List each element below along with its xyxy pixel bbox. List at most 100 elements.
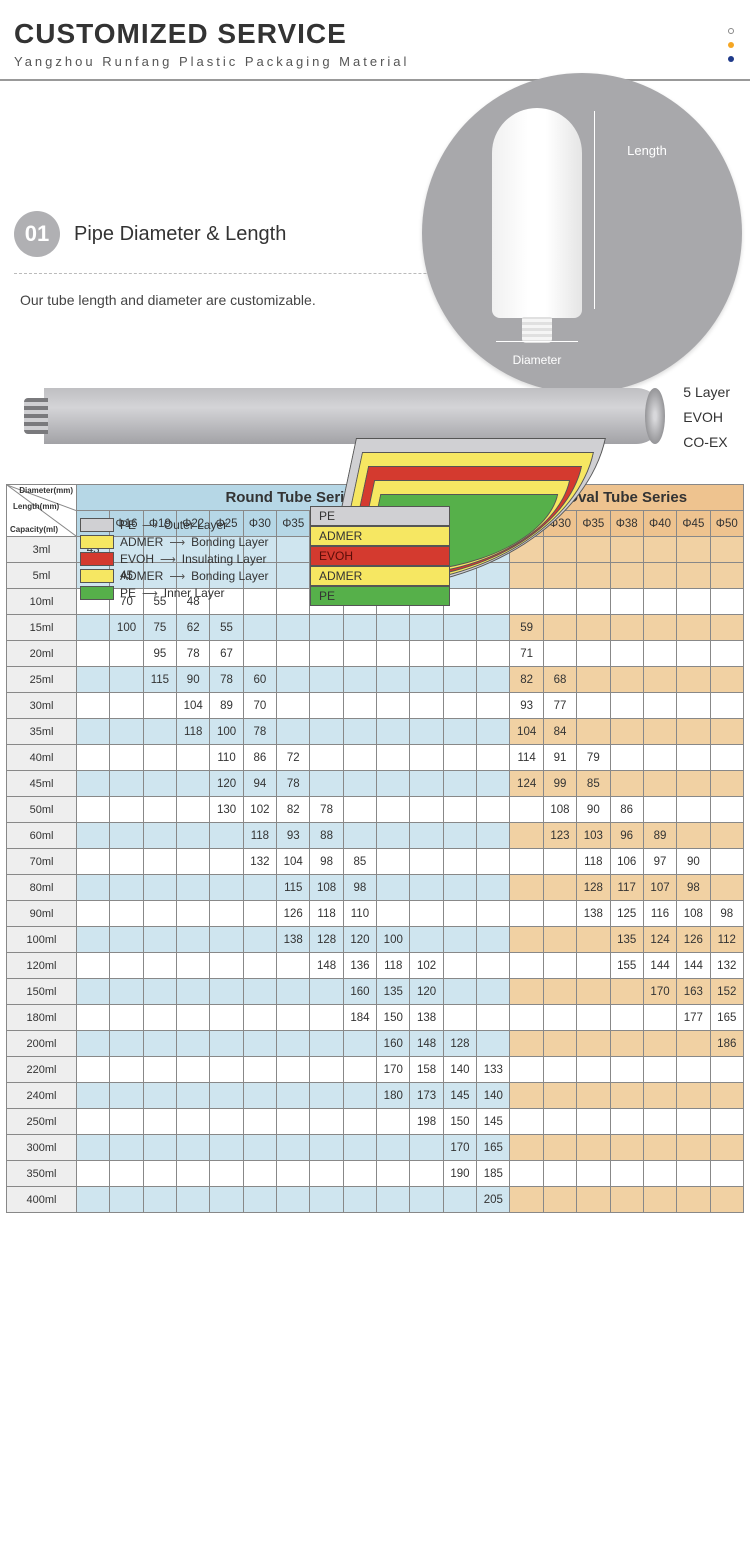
legend-role: Inner Layer [164, 586, 225, 600]
cell [610, 693, 643, 719]
cell: 96 [610, 823, 643, 849]
capacity-cell: 200ml [7, 1031, 77, 1057]
cell: 108 [677, 901, 710, 927]
cell: 93 [277, 823, 310, 849]
cell: 60 [243, 667, 276, 693]
cell [610, 1005, 643, 1031]
capacity-cell: 45ml [7, 771, 77, 797]
cell [710, 641, 743, 667]
cell [110, 901, 143, 927]
cell [177, 1083, 210, 1109]
cell [343, 745, 376, 771]
cell [177, 823, 210, 849]
capacity-cell: 40ml [7, 745, 77, 771]
header-dot [728, 28, 734, 34]
cell [477, 615, 510, 641]
cell [410, 615, 443, 641]
cell: 160 [343, 979, 376, 1005]
cell: 124 [643, 927, 676, 953]
cell [77, 823, 110, 849]
cell [610, 589, 643, 615]
cell [443, 615, 476, 641]
legend-name: EVOH [120, 552, 154, 566]
cell: 132 [243, 849, 276, 875]
cell [443, 927, 476, 953]
cell: 78 [177, 641, 210, 667]
capacity-cell: 25ml [7, 667, 77, 693]
cell [543, 1109, 576, 1135]
cell [410, 667, 443, 693]
cell [643, 563, 676, 589]
cell [610, 745, 643, 771]
cell: 98 [677, 875, 710, 901]
cell [143, 953, 176, 979]
cell [643, 589, 676, 615]
cell [577, 1005, 610, 1031]
cell [110, 823, 143, 849]
cell [210, 953, 243, 979]
header-dots [728, 28, 734, 62]
cell [577, 1057, 610, 1083]
cell [377, 1135, 410, 1161]
cell [143, 1187, 176, 1213]
cell [643, 1005, 676, 1031]
cell: 135 [377, 979, 410, 1005]
table-row: 350ml190185 [7, 1161, 744, 1187]
cell [610, 1161, 643, 1187]
legend-swatch [80, 535, 114, 549]
cell [310, 641, 343, 667]
cell [243, 1031, 276, 1057]
cell [210, 1161, 243, 1187]
cell [277, 1135, 310, 1161]
cell [543, 901, 576, 927]
cell: 118 [177, 719, 210, 745]
table-row: 35ml1181007810484 [7, 719, 744, 745]
cell [443, 1187, 476, 1213]
cell: 99 [543, 771, 576, 797]
section-title: Pipe Diameter & Length [74, 223, 286, 246]
cell: 67 [210, 641, 243, 667]
col-header: Φ35 [277, 511, 310, 537]
cell [243, 875, 276, 901]
cell [710, 667, 743, 693]
cell: 138 [410, 1005, 443, 1031]
capacity-cell: 50ml [7, 797, 77, 823]
cell [410, 1135, 443, 1161]
cell [377, 719, 410, 745]
cell [710, 537, 743, 563]
cell [410, 693, 443, 719]
cell [243, 979, 276, 1005]
tube-body-icon [492, 108, 582, 318]
cell [577, 953, 610, 979]
cell: 155 [610, 953, 643, 979]
cell: 86 [243, 745, 276, 771]
cell: 163 [677, 979, 710, 1005]
capacity-cell: 180ml [7, 1005, 77, 1031]
cell [277, 1031, 310, 1057]
cell [77, 1083, 110, 1109]
cell [110, 1031, 143, 1057]
cell [77, 901, 110, 927]
cell: 103 [577, 823, 610, 849]
table-row: 45ml12094781249985 [7, 771, 744, 797]
cell [110, 979, 143, 1005]
cell: 89 [210, 693, 243, 719]
cell: 144 [677, 953, 710, 979]
cell [710, 563, 743, 589]
cell [110, 1187, 143, 1213]
legend-row: PE ⟶ Inner Layer [80, 586, 269, 600]
cell [477, 771, 510, 797]
cell [210, 1005, 243, 1031]
cell: 86 [610, 797, 643, 823]
cell [510, 849, 543, 875]
cell [577, 979, 610, 1005]
cell [110, 745, 143, 771]
cell [77, 1031, 110, 1057]
cell: 94 [243, 771, 276, 797]
slice-tag: ADMER [310, 566, 450, 586]
cell: 158 [410, 1057, 443, 1083]
capacity-cell: 150ml [7, 979, 77, 1005]
cell: 85 [577, 771, 610, 797]
cell [643, 1135, 676, 1161]
cell [210, 1057, 243, 1083]
